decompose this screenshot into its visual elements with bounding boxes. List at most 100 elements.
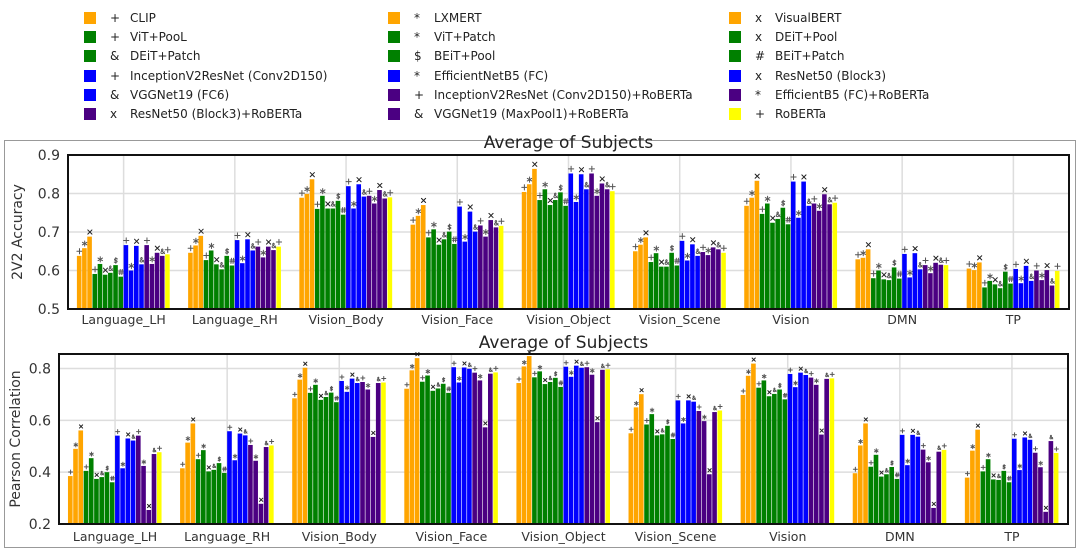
marker-stroke — [343, 206, 346, 214]
bar-marker-ampersand-icon — [887, 272, 892, 279]
bar-resnet50-block3-roberta — [1044, 270, 1050, 309]
y-tick-label: 0.8 — [29, 362, 51, 378]
bar-resnet50-block3- — [573, 365, 579, 524]
legend-item: $ BEiT+Pool — [388, 47, 495, 65]
bar-marker-hash-icon — [446, 386, 452, 392]
bar-visualbert — [863, 423, 868, 524]
marker-stroke — [1011, 275, 1013, 283]
bar-vggnet19-fc6- — [917, 269, 923, 309]
marker-stroke — [526, 177, 533, 182]
marker-stroke — [121, 268, 123, 276]
marker-stroke — [356, 177, 362, 183]
bar-deit-pool — [214, 264, 219, 309]
bar-marker-cross-icon — [690, 237, 696, 243]
marker-stroke — [578, 167, 585, 173]
marker-stroke — [918, 261, 923, 268]
marker-stroke — [899, 270, 902, 278]
bar-beit-pool — [113, 265, 118, 309]
bar-marker-dollar-icon — [778, 382, 782, 389]
bar-beit-patch — [229, 265, 235, 309]
marker-stroke — [324, 390, 329, 396]
bar-visualbert — [420, 205, 426, 309]
bar-vggnet19-fc6- — [139, 264, 144, 309]
bar-marker-dollar-icon — [781, 199, 786, 207]
bar-resnet50-block3-roberta — [599, 183, 605, 309]
bar-vggnet19-maxpool1-roberta — [375, 383, 381, 524]
legend-label: ViT+PooL — [130, 30, 187, 45]
bar-marker-plus-icon — [901, 246, 908, 253]
bar-marker-ampersand-icon — [324, 390, 329, 396]
bar-marker-cross-icon — [992, 277, 998, 283]
bar-vggnet19-fc6- — [467, 368, 472, 524]
bar-marker-plus-icon — [314, 201, 321, 208]
bar-vit-pool — [314, 208, 320, 309]
marker-stroke — [325, 201, 331, 207]
bar-resnet50-block3- — [1022, 437, 1028, 524]
bar-beit-patch — [894, 478, 900, 524]
marker-stroke — [431, 222, 437, 227]
bar-inceptionv2resnet-conv2d150-roberta — [808, 377, 814, 524]
bar-marker-asterisk-icon — [526, 176, 533, 183]
bar-marker-plus-icon — [679, 233, 686, 240]
bar-clip — [76, 255, 82, 309]
bar-resnet50-block3- — [798, 372, 803, 524]
bar-marker-dollar-icon — [336, 192, 341, 200]
bar-marker-plus-icon — [811, 195, 818, 203]
bar-marker-plus-icon — [1053, 446, 1059, 452]
bar-inceptionv2resnet-conv2d150- — [563, 366, 569, 524]
marker-stroke — [543, 377, 548, 383]
marker-stroke — [120, 462, 126, 466]
bar-vit-pool — [307, 392, 313, 524]
bar-lxmert — [73, 448, 78, 524]
bar-marker-plus-icon — [964, 471, 970, 477]
marker-stroke — [1039, 273, 1045, 278]
marker-stroke — [566, 198, 568, 205]
bar-marker-plus-icon — [292, 391, 298, 397]
legend-label: VGGNet19 (MaxPool1)+RoBERTa — [434, 107, 629, 121]
marker-stroke — [702, 415, 707, 419]
bar-deit-patch — [884, 474, 889, 524]
chart-title: Average of Subjects — [479, 333, 649, 353]
bar-vggnet19-maxpool1-roberta — [488, 373, 493, 524]
bar-vggnet19-maxpool1-roberta — [936, 451, 942, 524]
bar-marker-ampersand-icon — [827, 196, 833, 203]
marker-stroke — [102, 267, 109, 273]
bar-marker-cross-icon — [94, 472, 99, 478]
marker-stroke — [927, 266, 934, 271]
bar-marker-plus-icon — [498, 218, 505, 225]
marker-stroke — [804, 368, 809, 374]
bar-marker-plus-icon — [675, 393, 681, 399]
y-axis-label: 2V2 Accuracy — [10, 184, 26, 280]
bar-roberta — [1054, 270, 1060, 309]
plot-area-border — [67, 154, 1070, 310]
bar-marker-cross-icon — [751, 357, 756, 362]
bar-clip — [966, 268, 972, 309]
bar-beit-pool — [558, 192, 563, 309]
bar-marker-plus-icon — [456, 198, 463, 206]
bar-marker-asterisk-icon — [927, 265, 934, 272]
bar-roberta — [610, 191, 615, 309]
bar-marker-ampersand-icon — [362, 189, 367, 195]
bar-marker-cross-icon — [912, 245, 918, 252]
marker-stroke — [643, 230, 649, 236]
marker-stroke — [297, 374, 303, 378]
bar-marker-asterisk-icon — [425, 369, 431, 375]
marker-stroke — [94, 472, 99, 478]
bar-vggnet19-maxpool1-roberta — [159, 255, 165, 309]
bar-lxmert — [415, 215, 421, 309]
bar-vggnet19-fc6- — [354, 383, 360, 524]
bar-deit-patch — [108, 272, 113, 309]
bar-marker-asterisk-icon — [409, 363, 415, 369]
marker-stroke — [303, 361, 308, 366]
bar-marker-asterisk-icon — [649, 407, 655, 413]
legend-swatch — [84, 69, 96, 82]
bar-marker-ampersand-icon — [219, 261, 225, 268]
bar-resnet50-block3-roberta — [819, 434, 824, 524]
marker-stroke — [819, 428, 824, 433]
marker-stroke — [827, 196, 833, 203]
bar-vit-pool — [759, 213, 765, 309]
marker-stroke — [916, 430, 921, 435]
bar-clip — [964, 477, 970, 524]
legend-label: BEiT+Pool — [434, 49, 496, 64]
bar-marker-asterisk-icon — [569, 370, 574, 376]
